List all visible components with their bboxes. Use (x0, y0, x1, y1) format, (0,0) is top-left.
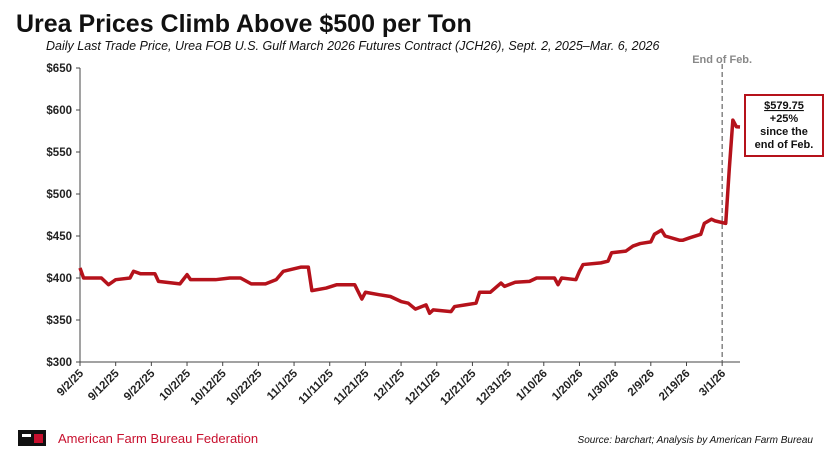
y-tick-label: $600 (46, 105, 72, 117)
logo (18, 430, 46, 446)
x-tick-label: 12/21/25 (438, 367, 479, 408)
y-tick-label: $550 (46, 147, 72, 159)
annotation: since the (760, 126, 808, 138)
annotation: end of Feb. (755, 139, 814, 151)
y-tick-label: $500 (46, 189, 72, 201)
y-tick-label: $350 (46, 315, 72, 327)
x-tick-label: 1/20/26 (550, 368, 586, 404)
x-tick-label: 11/1/25 (265, 367, 301, 403)
annotation: +25% (770, 113, 799, 125)
y-tick-label: $300 (46, 357, 72, 369)
logo-mark (22, 434, 31, 437)
x-tick-label: 2/19/26 (657, 368, 693, 404)
annotation: $579.75 (764, 100, 804, 112)
price-line (78, 118, 741, 316)
x-tick-label: 10/2/25 (158, 367, 194, 403)
chart-subtitle: Daily Last Trade Price, Urea FOB U.S. Gu… (46, 39, 660, 53)
x-tick-label: 10/22/25 (224, 367, 265, 408)
x-tick-label: 1/10/26 (514, 368, 550, 404)
x-tick-label: 1/30/26 (586, 368, 622, 404)
x-tick-label: 11/21/25 (332, 367, 372, 407)
source: Source: barchart; Analysis by American F… (578, 435, 814, 446)
annotation-box (744, 94, 824, 157)
x-tick-label: 9/12/25 (86, 367, 122, 403)
annotation: End of Feb. (692, 54, 752, 66)
x-tick-label: 11/11/25 (297, 367, 337, 407)
x-tick-label: 2/9/26 (626, 368, 657, 399)
logo-mark (34, 434, 43, 443)
x-tick-label: 12/11/25 (403, 367, 443, 407)
y-tick-label: $450 (46, 231, 72, 243)
x-tick-label: 9/2/25 (55, 367, 87, 399)
chart-title: Urea Prices Climb Above $500 per Ton (16, 10, 472, 38)
x-tick-label: 3/1/26 (697, 368, 728, 399)
y-tick-label: $650 (46, 63, 72, 75)
x-tick-label: 10/12/25 (189, 367, 230, 408)
x-tick-label: 12/1/25 (372, 367, 408, 403)
y-tick-label: $400 (46, 273, 72, 285)
x-tick-label: 12/31/25 (474, 367, 515, 408)
brand: American Farm Bureau Federation (58, 431, 258, 446)
x-tick-label: 9/22/25 (122, 367, 158, 403)
